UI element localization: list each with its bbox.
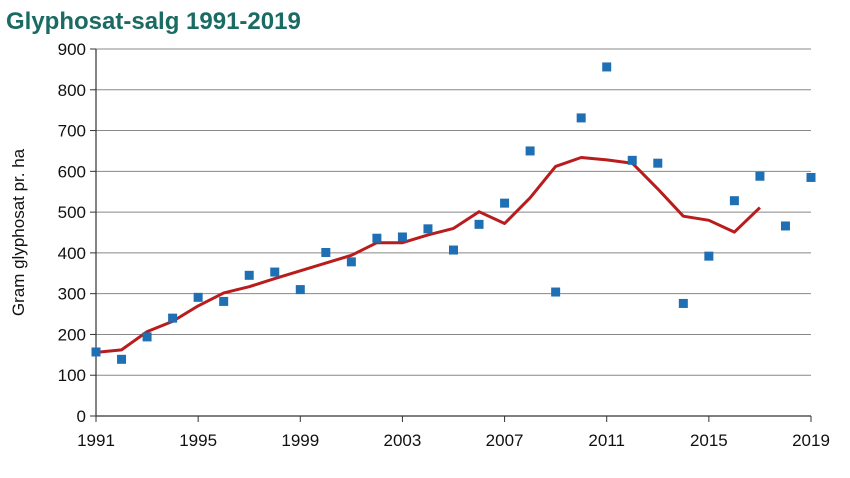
data-point	[270, 267, 280, 277]
data-point	[729, 196, 739, 206]
data-point	[755, 171, 765, 181]
data-point	[551, 287, 561, 297]
data-point	[142, 332, 152, 342]
y-tick-label: 600	[58, 162, 86, 181]
data-point	[117, 354, 127, 364]
data-point	[423, 224, 433, 234]
chart-title: Glyphosat-salg 1991-2019	[6, 8, 301, 35]
data-point	[653, 158, 663, 168]
axes	[90, 48, 812, 422]
y-tick-label: 800	[58, 81, 86, 100]
y-tick-label: 400	[58, 244, 86, 263]
data-point	[346, 257, 356, 267]
x-tick-label: 1991	[77, 431, 115, 450]
data-point	[602, 62, 612, 72]
data-point	[372, 233, 382, 243]
y-tick-label: 500	[58, 203, 86, 222]
x-tick-label: 2007	[486, 431, 524, 450]
y-tick-label: 100	[58, 366, 86, 385]
data-points	[91, 62, 816, 364]
trend-line	[95, 156, 761, 354]
data-point	[91, 347, 101, 357]
y-tick-label: 900	[58, 40, 86, 59]
data-point	[780, 221, 790, 231]
x-tick-labels: 1991 1995 1999 2003 2007 2011 2015 2019	[77, 431, 830, 450]
x-tick-label: 1999	[281, 431, 319, 450]
x-tick-label: 2011	[588, 431, 625, 450]
data-point	[678, 298, 688, 308]
data-point	[806, 172, 816, 182]
data-point	[397, 232, 407, 242]
data-point	[449, 245, 458, 255]
data-point	[219, 296, 229, 306]
data-point	[321, 247, 331, 257]
y-tick-label: 200	[58, 325, 86, 344]
trend-series	[95, 156, 761, 354]
x-tick-label: 1995	[179, 431, 217, 450]
data-point	[193, 292, 203, 302]
y-axis-label: Gram glyphosat pr. ha	[9, 148, 28, 316]
data-point	[627, 155, 637, 165]
y-tick-label: 300	[58, 285, 86, 304]
data-point	[525, 146, 535, 156]
y-tick-label: 0	[77, 407, 86, 426]
y-tick-labels: 0 100 200 300 400 500 600 700 800 900	[58, 40, 86, 426]
data-point	[295, 285, 305, 295]
data-point	[576, 113, 586, 123]
x-tick-label: 2019	[792, 431, 830, 450]
data-point	[244, 270, 254, 280]
data-point	[168, 313, 178, 323]
y-tick-label: 700	[58, 122, 86, 141]
x-tick-label: 2015	[690, 431, 728, 450]
data-point	[500, 198, 510, 208]
x-tick-label: 2003	[384, 431, 422, 450]
data-point	[474, 219, 484, 229]
gridlines	[96, 48, 811, 376]
data-point	[704, 251, 714, 261]
